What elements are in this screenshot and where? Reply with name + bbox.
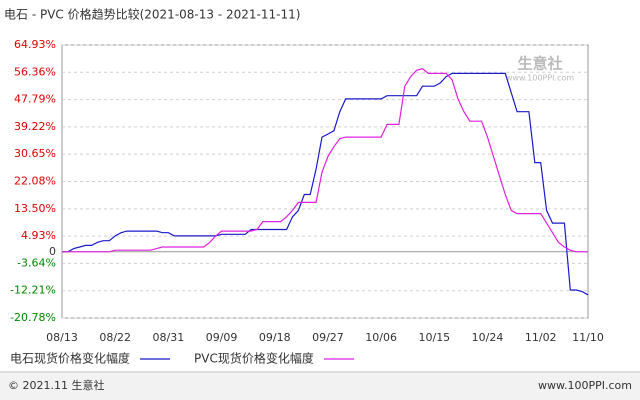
x-tick-label: 09/09 — [206, 331, 238, 344]
y-tick-label: 30.65% — [14, 147, 56, 160]
x-tick-label: 08/31 — [153, 331, 185, 344]
series-line — [62, 68, 588, 253]
x-tick-label: 11/10 — [572, 331, 604, 344]
y-tick-label: -3.64% — [17, 256, 56, 269]
footer-left: © 2021.11 生意社 — [8, 378, 104, 392]
x-tick-label: 09/27 — [312, 331, 344, 344]
watermark-name: 生意社 — [517, 55, 562, 73]
legend-label: PVC现货价格变化幅度 — [194, 351, 314, 366]
y-tick-label: 64.93% — [14, 38, 56, 51]
y-tick-label: 39.22% — [14, 120, 56, 133]
x-tick-label: 08/22 — [99, 331, 131, 344]
series-line — [62, 72, 589, 296]
x-tick-label: 09/18 — [259, 331, 291, 344]
x-tick-label: 10/15 — [418, 331, 450, 344]
y-tick-label: 56.36% — [14, 65, 56, 78]
y-tick-label: 13.50% — [14, 202, 56, 215]
y-tick-label: 47.79% — [14, 93, 56, 106]
x-tick-label: 10/24 — [472, 331, 504, 344]
y-tick-label: -12.21% — [10, 284, 56, 297]
footer-bg — [0, 373, 640, 400]
y-tick-label: 4.93% — [21, 229, 56, 242]
footer-right: www.100PPI.com — [538, 379, 632, 392]
chart-title: 电石 - PVC 价格趋势比较(2021-08-13 - 2021-11-11) — [4, 7, 300, 22]
y-tick-label: -20.78% — [10, 311, 56, 324]
x-tick-label: 10/06 — [365, 331, 397, 344]
watermark-url: www.100PPI.com — [506, 74, 575, 83]
x-tick-label: 08/13 — [46, 331, 78, 344]
y-tick-label: 22.08% — [14, 174, 56, 187]
y-tick-label: 0 — [49, 245, 56, 258]
legend-label: 电石现货价格变化幅度 — [10, 351, 130, 366]
x-tick-label: 11/02 — [525, 331, 557, 344]
